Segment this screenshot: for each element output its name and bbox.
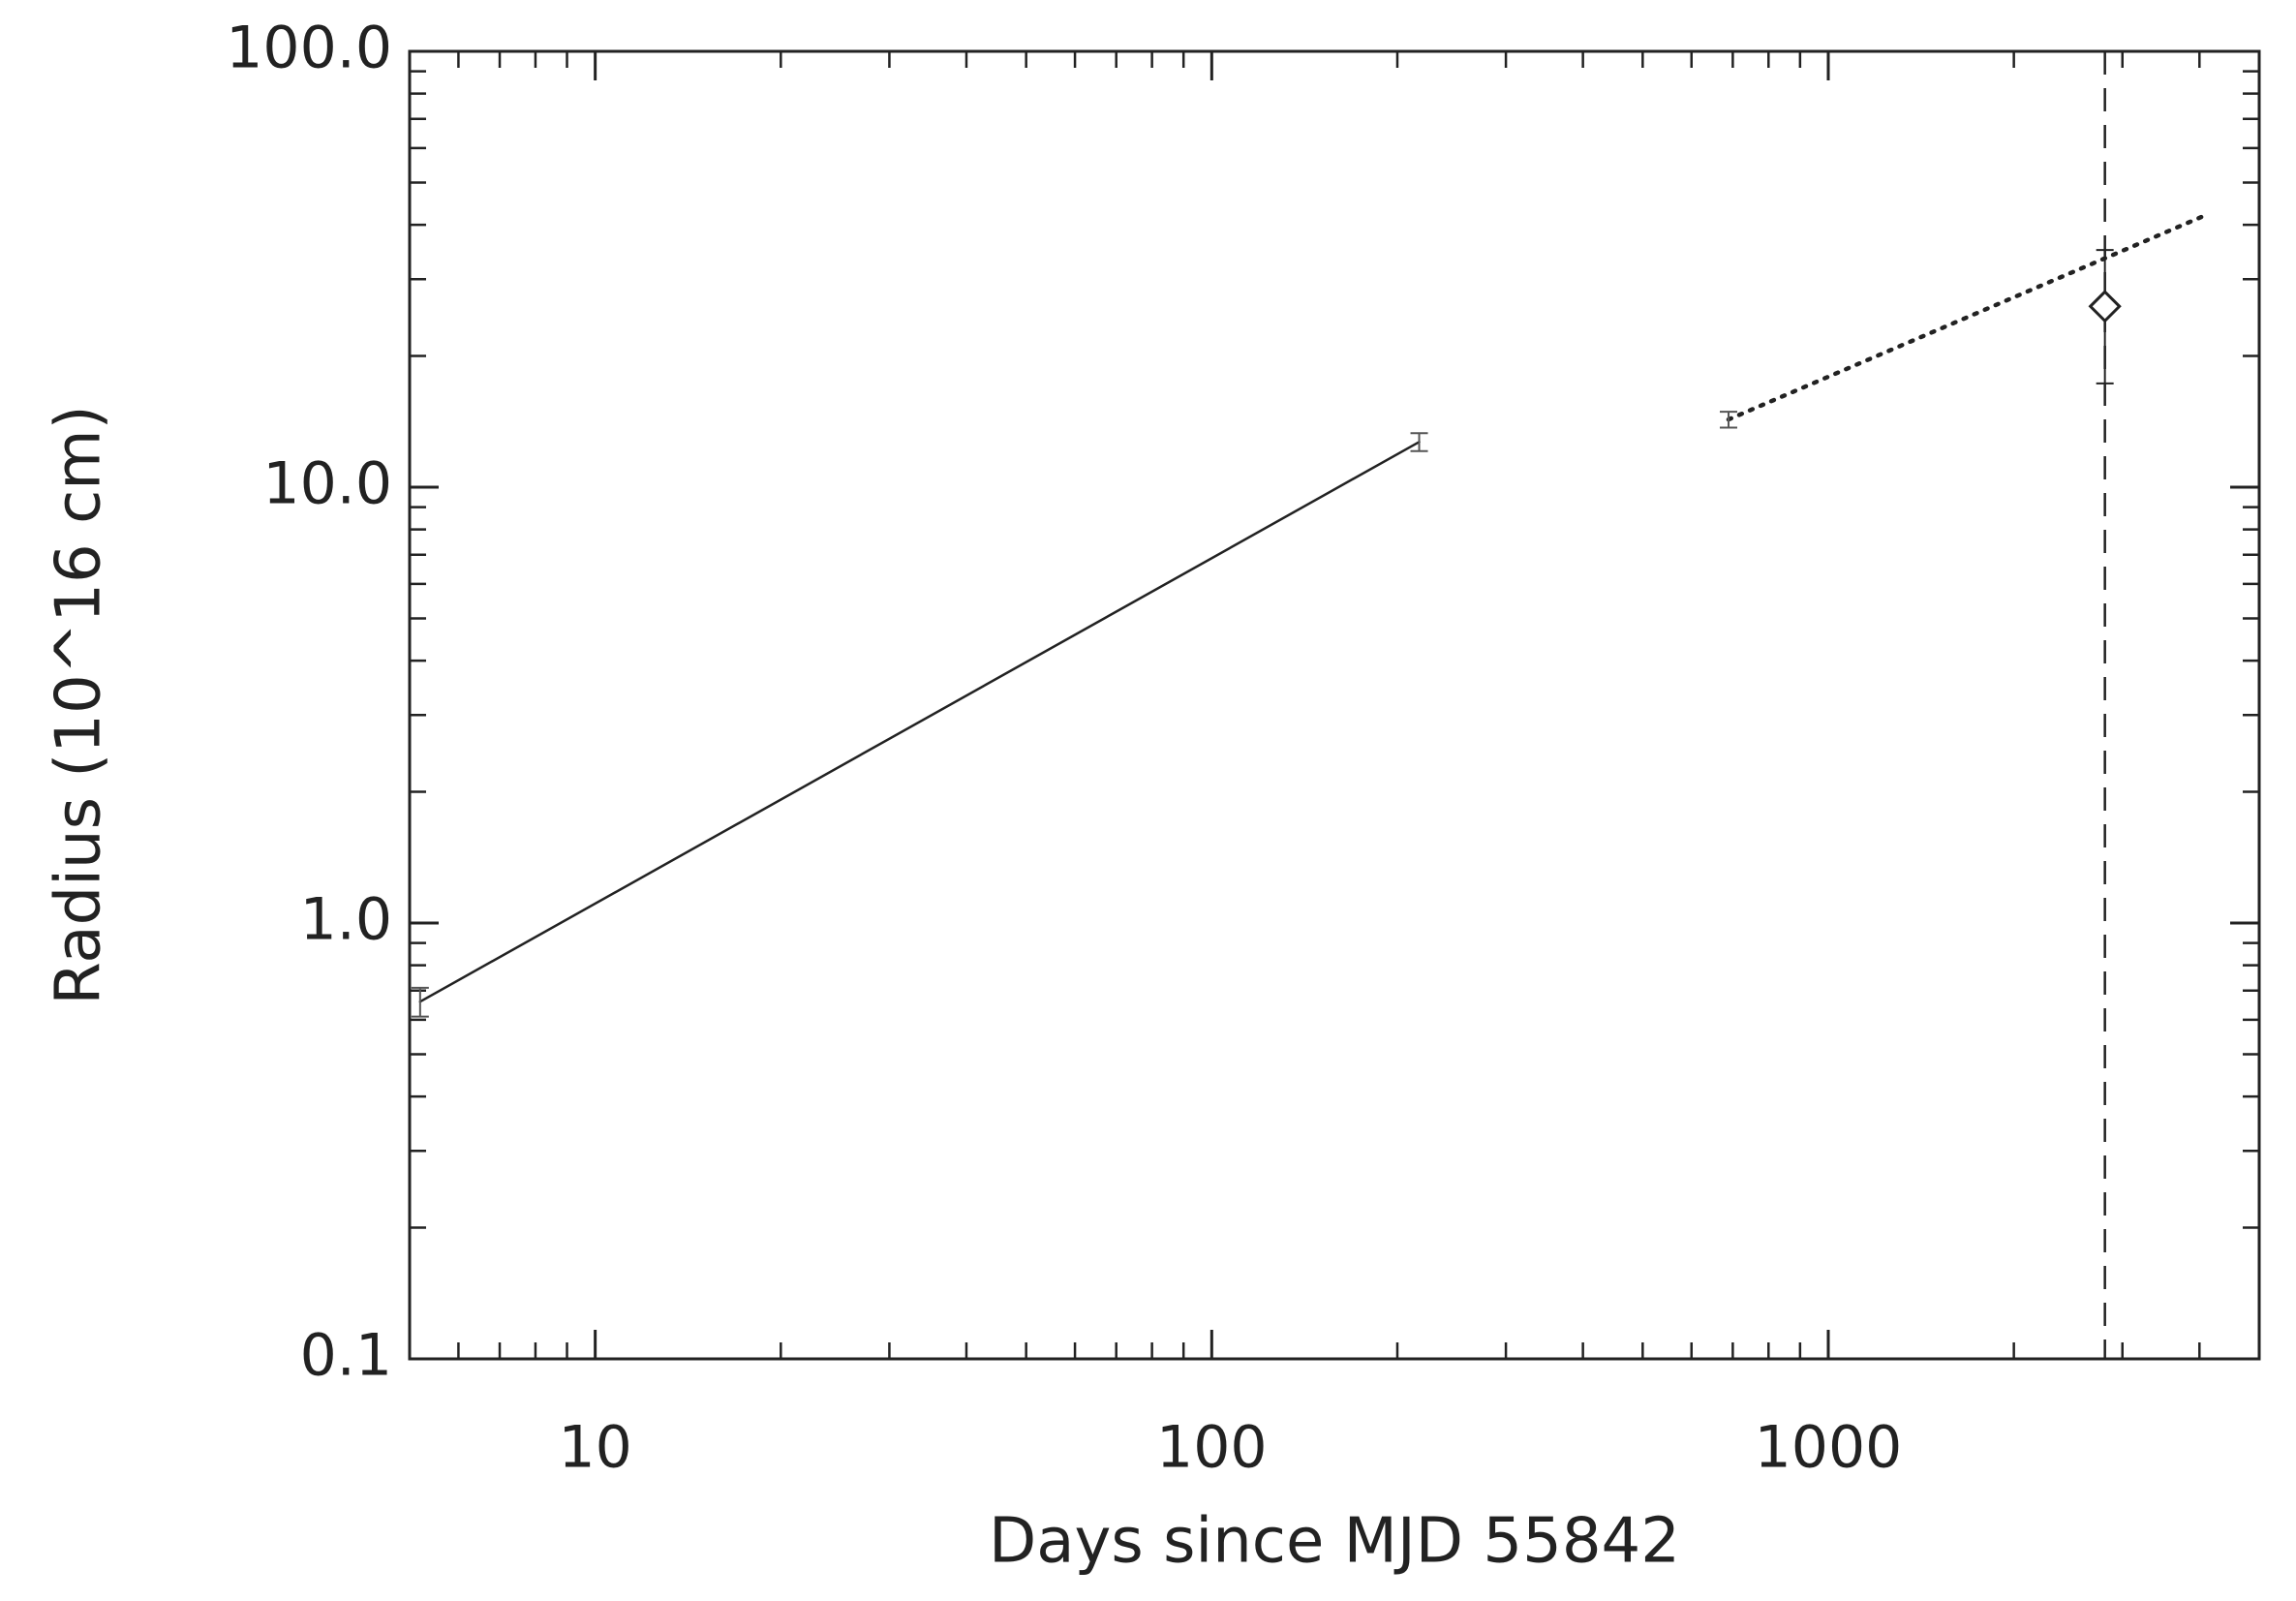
series-line <box>1726 213 2208 422</box>
plot-frame <box>408 49 2261 1361</box>
x-tick-label: 1000 <box>1755 1414 1903 1482</box>
y-tick-label: 1.0 <box>300 886 392 954</box>
y-axis-label: Radius (10^16 cm) <box>44 405 115 1004</box>
x-axis-label: Days since MJD 55842 <box>989 1506 1680 1578</box>
y-tick-label: 10.0 <box>262 450 392 518</box>
series-line <box>418 441 1421 1003</box>
x-tick-label: 100 <box>1156 1414 1268 1482</box>
diamond-marker <box>2088 290 2122 323</box>
x-tick-label: 10 <box>558 1414 631 1482</box>
y-tick-label: 0.1 <box>300 1322 392 1390</box>
y-tick-label: 100.0 <box>226 15 392 82</box>
